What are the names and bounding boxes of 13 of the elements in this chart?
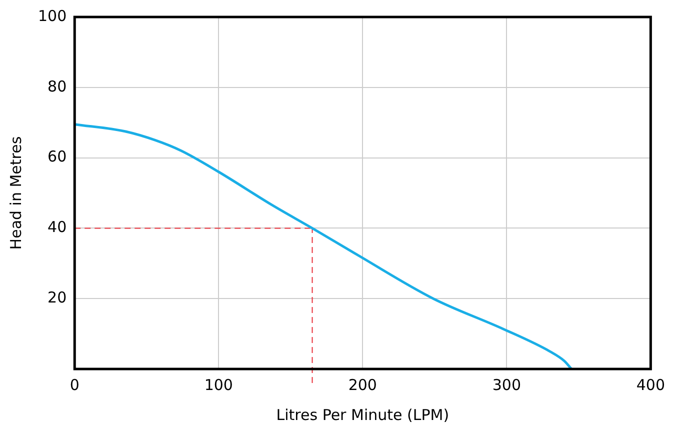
- x-tick-label: 0: [70, 376, 80, 394]
- x-tick-label: 300: [492, 376, 521, 394]
- x-axis-title: Litres Per Minute (LPM): [276, 406, 450, 424]
- y-tick-label: 20: [48, 288, 67, 306]
- x-tick-label: 200: [348, 376, 377, 394]
- x-tick-label: 100: [204, 376, 233, 394]
- x-tick-label: 400: [636, 376, 666, 394]
- y-tick-label: 80: [48, 77, 67, 96]
- y-tick-label: 40: [48, 218, 67, 236]
- line-series: [74, 123, 573, 369]
- y-axis-title: Head in Metres: [6, 136, 25, 250]
- y-tick-label: 100: [38, 6, 67, 25]
- y-tick-label: 60: [48, 148, 67, 166]
